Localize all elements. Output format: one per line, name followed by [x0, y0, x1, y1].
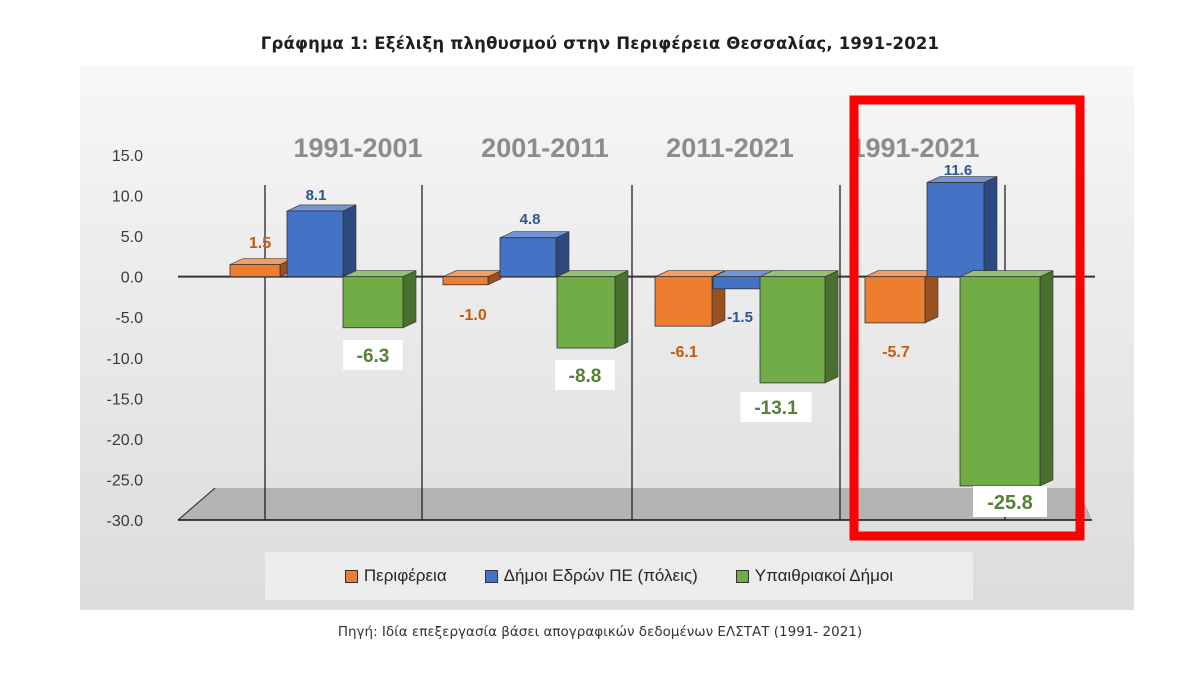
y-tick-label: -30.0 [107, 513, 144, 530]
bar-rural-side [402, 270, 417, 329]
data-label-box [555, 360, 615, 390]
y-tick-label: -20.0 [107, 432, 144, 449]
category-header: 1991-2001 [293, 133, 422, 163]
bar-cities-top [499, 231, 570, 239]
bar-rural-top [556, 270, 629, 277]
category-header: 2011-2021 [666, 133, 794, 163]
bar-region [229, 264, 281, 278]
floor [178, 488, 1092, 520]
category-header: 1991-2021 [850, 133, 979, 163]
data-label: -25.8 [987, 492, 1033, 514]
legend-label-rural: Υπαιθριακοί Δήμοι [754, 566, 894, 585]
bar-region [864, 276, 926, 324]
category-header: 2001-2011 [481, 133, 609, 163]
data-label: -1.5 [727, 309, 753, 326]
legend-item-rural: Υπαιθριακοί Δήμοι [735, 566, 894, 586]
source-note: Πηγή: Ιδία επεξεργασία βάσει απογραφικών… [337, 624, 863, 640]
bar-rural-side [824, 270, 839, 384]
bar-rural-top [959, 270, 1054, 277]
y-tick-label: 10.0 [112, 189, 143, 206]
data-label: 11.6 [944, 162, 972, 179]
y-tick-label: -25.0 [107, 472, 144, 489]
bar-rural-top [342, 270, 417, 277]
data-label: 8.1 [306, 187, 327, 204]
data-label: -13.1 [754, 398, 798, 419]
bar-cities [499, 237, 557, 278]
data-label: 1.5 [249, 235, 271, 252]
bar-region [442, 276, 489, 286]
y-tick-label: 5.0 [121, 229, 143, 246]
bar-rural [759, 276, 826, 384]
bar-region-side [924, 270, 939, 324]
legend-item-region: Περιφέρεια [344, 566, 447, 586]
data-label: -6.3 [357, 346, 390, 367]
y-tick-label: -5.0 [115, 310, 143, 327]
legend-swatch-rural [735, 569, 749, 583]
data-label-box [740, 392, 812, 422]
bar-cities-top [286, 204, 357, 212]
highlight-box [849, 95, 1085, 541]
bar-rural-side [614, 270, 629, 349]
legend-label-cities: Δήμοι Εδρών ΠΕ (πόλεις) [503, 566, 698, 585]
bar-cities-side [555, 231, 570, 278]
y-tick-label: -15.0 [107, 391, 144, 408]
data-label: -5.7 [882, 344, 910, 361]
data-label: -8.8 [569, 366, 602, 387]
floor-edge [177, 487, 216, 521]
bar-cities [286, 210, 344, 278]
data-label: 4.8 [520, 211, 541, 228]
data-label: -1.0 [459, 307, 487, 324]
bar-rural [959, 276, 1041, 487]
bar-rural-side [1039, 270, 1054, 487]
legend-label-region: Περιφέρεια [363, 566, 447, 585]
bar-rural-top [759, 270, 839, 277]
bar-rural [342, 276, 404, 329]
bar-region [654, 276, 713, 327]
data-label-box [343, 340, 403, 370]
legend-item-cities: Δήμοι Εδρών ΠΕ (πόλεις) [484, 566, 698, 586]
legend-swatch-cities [484, 569, 498, 583]
chart-legend: Περιφέρεια Δήμοι Εδρών ΠΕ (πόλεις) Υπαιθ… [265, 552, 973, 600]
bar-cities-side [342, 204, 357, 278]
bar-cities-side [983, 176, 998, 278]
y-tick-label: 0.0 [121, 270, 143, 287]
y-tick-label: 15.0 [112, 148, 143, 165]
y-tick-label: -10.0 [107, 351, 144, 368]
legend-swatch-region [344, 569, 358, 583]
data-label-box [973, 486, 1047, 517]
data-label: -6.1 [670, 344, 698, 361]
bar-rural [556, 276, 616, 349]
bar-cities [926, 182, 985, 278]
chart-title: Γράφημα 1: Εξέλιξη πληθυσμού στην Περιφέ… [260, 34, 940, 53]
